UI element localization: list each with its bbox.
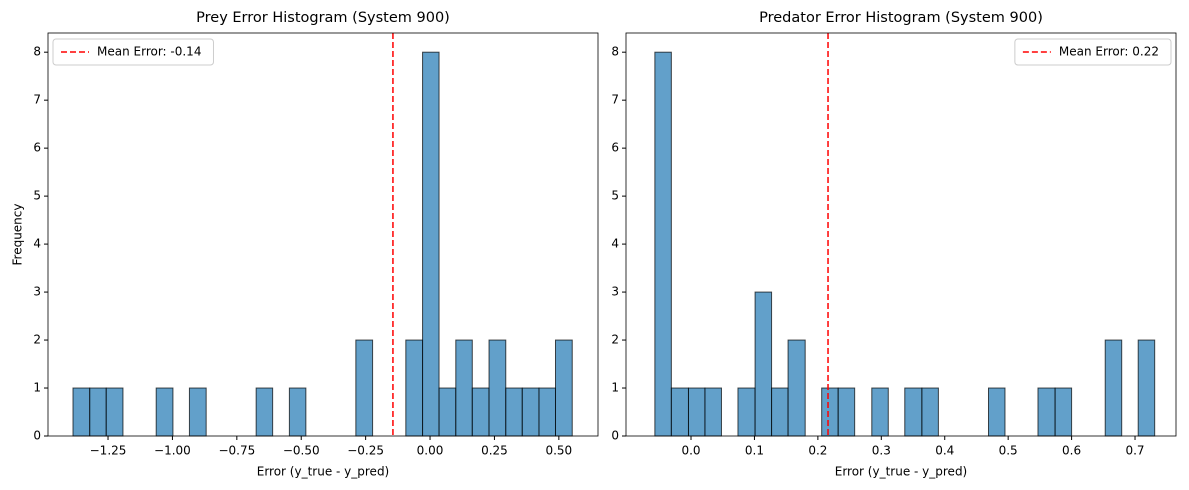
y-tick-label: 2 [33, 333, 41, 347]
chart-title: Predator Error Histogram (System 900) [759, 10, 1043, 26]
histogram-bar [1037, 387, 1056, 437]
histogram-bar [188, 387, 207, 437]
x-tick-label: 0.6 [1062, 444, 1081, 458]
x-tick-label: −0.50 [283, 444, 320, 458]
x-tick-label: −0.25 [347, 444, 384, 458]
histogram-bar [288, 387, 307, 437]
histogram-bar [1054, 387, 1073, 437]
histogram-bar [837, 387, 856, 437]
x-tick-label: −1.25 [90, 444, 127, 458]
histogram-bar [422, 51, 440, 437]
y-tick-label: 4 [33, 237, 41, 251]
histogram-bar [904, 387, 923, 437]
x-tick-label: 0.7 [1125, 444, 1144, 458]
histogram-bar [1104, 339, 1123, 437]
histogram-bar [89, 387, 107, 437]
histogram-bar [255, 387, 274, 437]
histogram-bar [438, 387, 457, 437]
histogram-bar [455, 339, 473, 437]
histogram-bar [787, 339, 806, 437]
histogram-bar [654, 51, 672, 437]
histogram-bar [471, 387, 490, 437]
x-tick-label: 0.50 [545, 444, 572, 458]
axes-frame [625, 32, 1177, 437]
x-tick-label: 0.00 [417, 444, 444, 458]
y-tick-label: 6 [33, 141, 41, 155]
legend-label: Mean Error: 0.22 [1059, 45, 1159, 59]
y-tick-label: 5 [33, 189, 41, 203]
histogram-bar [988, 387, 1006, 437]
histogram-bar [521, 387, 540, 437]
y-tick-label: 5 [611, 189, 619, 203]
legend: Mean Error: 0.22 [1014, 38, 1172, 66]
y-axis-label: Frequency [11, 204, 25, 266]
x-axis-label: Error (y_true - y_pred) [835, 465, 968, 479]
y-tick-label: 8 [611, 45, 619, 59]
panel: Prey Error Histogram (System 900) Error (… [11, 10, 599, 479]
legend: Mean Error: -0.14 [52, 38, 214, 66]
histogram-bar [670, 387, 689, 437]
histogram-bar [488, 339, 507, 437]
histogram-bar [771, 387, 789, 437]
histogram-bar [871, 387, 889, 437]
x-tick-label: 0.3 [872, 444, 891, 458]
histogram-bar [105, 387, 124, 437]
x-tick-label: 0.25 [481, 444, 508, 458]
histogram-bar [737, 387, 756, 437]
x-tick-label: 0.1 [745, 444, 764, 458]
y-tick-label: 8 [33, 45, 41, 59]
legend-box [1014, 38, 1172, 66]
axes-frame [47, 32, 599, 437]
y-tick-label: 1 [33, 381, 41, 395]
x-tick-label: 0.0 [681, 444, 700, 458]
y-tick-label: 7 [611, 93, 619, 107]
histogram-bar [921, 387, 939, 437]
y-tick-label: 4 [611, 237, 619, 251]
y-tick-label: 2 [611, 333, 619, 347]
histogram-bar [821, 387, 839, 437]
y-tick-label: 1 [611, 381, 619, 395]
y-tick-label: 3 [611, 285, 619, 299]
legend-label: Mean Error: -0.14 [97, 45, 201, 59]
x-tick-label: 0.2 [808, 444, 827, 458]
x-tick-label: −1.00 [154, 444, 191, 458]
y-tick-label: 0 [611, 429, 619, 443]
histogram-bar [505, 387, 523, 437]
histogram-bar [1137, 339, 1156, 437]
x-tick-label: 0.4 [935, 444, 954, 458]
panel: Predator Error Histogram (System 900) Err… [611, 10, 1177, 479]
histogram-bar [754, 291, 773, 437]
legend-box [52, 38, 214, 66]
y-tick-label: 6 [611, 141, 619, 155]
histogram-bar [687, 387, 706, 437]
x-tick-label: 0.5 [999, 444, 1018, 458]
histogram-bar [538, 387, 556, 437]
chart-title: Prey Error Histogram (System 900) [196, 10, 450, 26]
y-tick-label: 3 [33, 285, 41, 299]
y-tick-label: 7 [33, 93, 41, 107]
histogram-bar [155, 387, 174, 437]
histogram-bar [405, 339, 424, 437]
histogram-bar [554, 339, 573, 437]
x-axis-label: Error (y_true - y_pred) [257, 465, 390, 479]
x-tick-label: −0.75 [218, 444, 255, 458]
histogram-bar [355, 339, 374, 437]
y-tick-label: 0 [33, 429, 41, 443]
histogram-bar [704, 387, 722, 437]
histogram-bar [72, 387, 91, 437]
